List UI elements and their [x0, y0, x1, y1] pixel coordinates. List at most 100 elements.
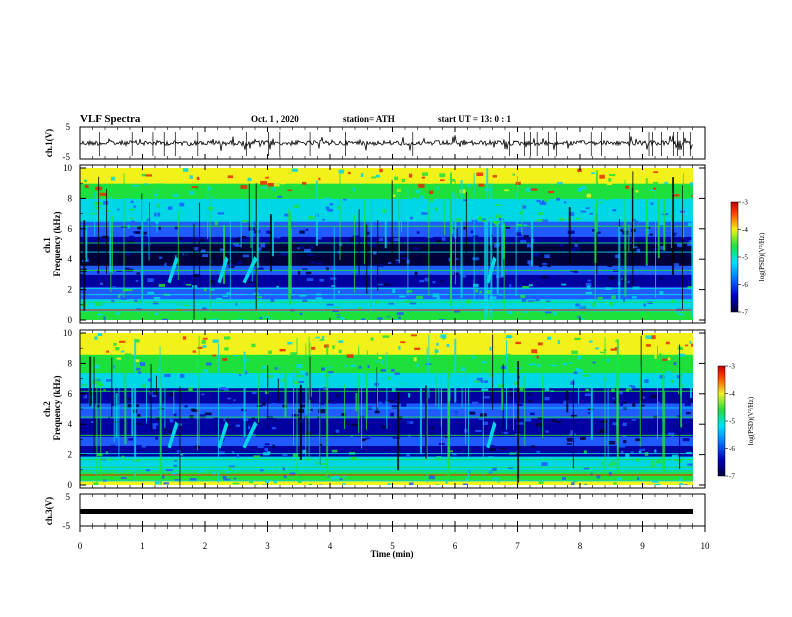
spectrogram-texture	[430, 300, 434, 303]
spectrogram-texture	[377, 179, 382, 182]
spectrogram-texture	[233, 399, 236, 402]
spectrogram-sferic	[408, 393, 411, 398]
spectrogram-texture	[151, 394, 157, 397]
spectrogram-texture	[583, 200, 590, 202]
spectrogram-texture	[137, 225, 142, 230]
spectrogram-texture	[280, 243, 283, 247]
spectrogram-texture	[654, 355, 657, 359]
spectrogram-texture	[651, 480, 659, 483]
spectrogram-texture	[561, 384, 565, 388]
spectrogram-texture	[159, 256, 163, 259]
spectrogram-sferic	[505, 340, 507, 430]
spectrogram-sferic	[333, 226, 335, 305]
ch2-colorbar-gradient	[717, 365, 726, 477]
spectrogram-texture	[678, 353, 686, 357]
spectrogram-texture	[263, 193, 271, 197]
spectrogram-texture	[481, 360, 487, 364]
spectrogram-sferic	[305, 343, 307, 461]
spectrogram-texture	[161, 260, 165, 265]
spectrogram-texture	[263, 334, 267, 339]
spectrogram-texture	[650, 394, 658, 399]
spectrogram-texture	[411, 334, 417, 337]
spectrogram-texture	[165, 469, 173, 472]
spectrogram-texture	[439, 179, 445, 182]
spectrogram-texture	[637, 476, 640, 480]
spectrogram-texture	[660, 276, 663, 281]
spectrogram-texture	[230, 235, 238, 238]
spectrogram-texture	[382, 425, 386, 429]
spectrogram-texture	[679, 482, 684, 485]
spectrogram-texture	[550, 261, 555, 264]
spectrogram-sferic	[647, 202, 649, 235]
spectrogram-texture	[226, 264, 229, 268]
spectrogram-texture	[679, 460, 682, 463]
spectrogram-texture	[437, 456, 443, 459]
spectrogram-texture	[434, 349, 439, 353]
spectrogram-texture	[374, 410, 380, 414]
spectrogram-band	[80, 183, 693, 199]
spectrogram-texture	[483, 319, 491, 320]
spectrogram-texture	[404, 300, 412, 303]
spectrogram-texture	[428, 181, 431, 185]
spectrogram-texture	[260, 243, 266, 248]
spectrogram-texture	[201, 340, 206, 344]
spectrogram-texture	[126, 395, 133, 399]
spectrogram-texture	[351, 423, 359, 426]
spectrogram-texture	[208, 242, 214, 246]
spectrogram-texture	[82, 172, 88, 176]
spectrogram-texture	[185, 284, 192, 286]
spectrogram-texture	[427, 274, 434, 279]
spectrogram-texture	[252, 288, 257, 292]
spectrogram-texture	[92, 380, 100, 384]
spectrogram-texture	[501, 464, 505, 468]
spectrogram-texture	[515, 181, 521, 185]
spectrogram-texture	[315, 297, 323, 301]
spectrogram-sferic	[384, 213, 387, 249]
spectrogram-texture	[189, 175, 193, 179]
spectrogram-texture	[215, 297, 221, 302]
spectrogram-texture	[435, 484, 440, 485]
spectrogram-texture	[297, 169, 304, 172]
spectrogram-sferic	[111, 215, 113, 274]
spectrogram-line	[80, 269, 693, 271]
spectrogram-texture	[162, 318, 168, 320]
spectrogram-texture	[197, 346, 203, 349]
spectrogram-texture	[186, 227, 193, 231]
spectrogram-sferic	[115, 393, 118, 439]
spectrogram-texture	[492, 175, 497, 178]
spectrogram-texture	[357, 365, 362, 369]
time-tick-label: 3	[265, 541, 270, 551]
spectrogram-texture	[249, 481, 254, 484]
spectrogram-texture	[301, 188, 309, 193]
spectrogram-sferic	[113, 363, 115, 443]
spectrogram-texture	[156, 416, 161, 421]
spectrogram-texture	[510, 392, 514, 397]
spectrogram-texture	[682, 437, 690, 442]
spectrogram-texture	[448, 450, 453, 453]
spectrogram-texture	[232, 482, 240, 485]
spectrogram-sferic	[269, 214, 272, 272]
colorbar-tick-label: -5	[729, 418, 735, 426]
spectrogram-texture	[264, 443, 270, 446]
spectrogram-texture	[277, 195, 283, 198]
spectrogram-texture	[103, 356, 111, 360]
spectrogram-sferic	[663, 190, 666, 251]
spectrogram-texture	[599, 351, 606, 354]
spectrogram-texture	[571, 482, 575, 485]
spectrogram-texture	[416, 231, 420, 234]
spectrogram-texture	[425, 200, 429, 203]
spectrogram-texture	[597, 231, 601, 234]
spectrogram-texture	[409, 216, 413, 220]
spectrogram-sferic	[496, 223, 499, 295]
spectrogram-texture	[288, 475, 292, 477]
spectrogram-texture	[142, 242, 149, 246]
spectrogram-texture	[671, 232, 678, 236]
spectrogram-texture	[476, 377, 483, 382]
spectrogram-texture	[587, 412, 591, 415]
spectrogram-texture	[309, 245, 313, 249]
spectrogram-sferic	[106, 188, 108, 274]
spectrogram-texture	[399, 250, 404, 255]
spectrogram-texture	[329, 203, 334, 206]
spectrogram-texture	[563, 400, 569, 405]
spectrogram-texture	[650, 460, 654, 464]
